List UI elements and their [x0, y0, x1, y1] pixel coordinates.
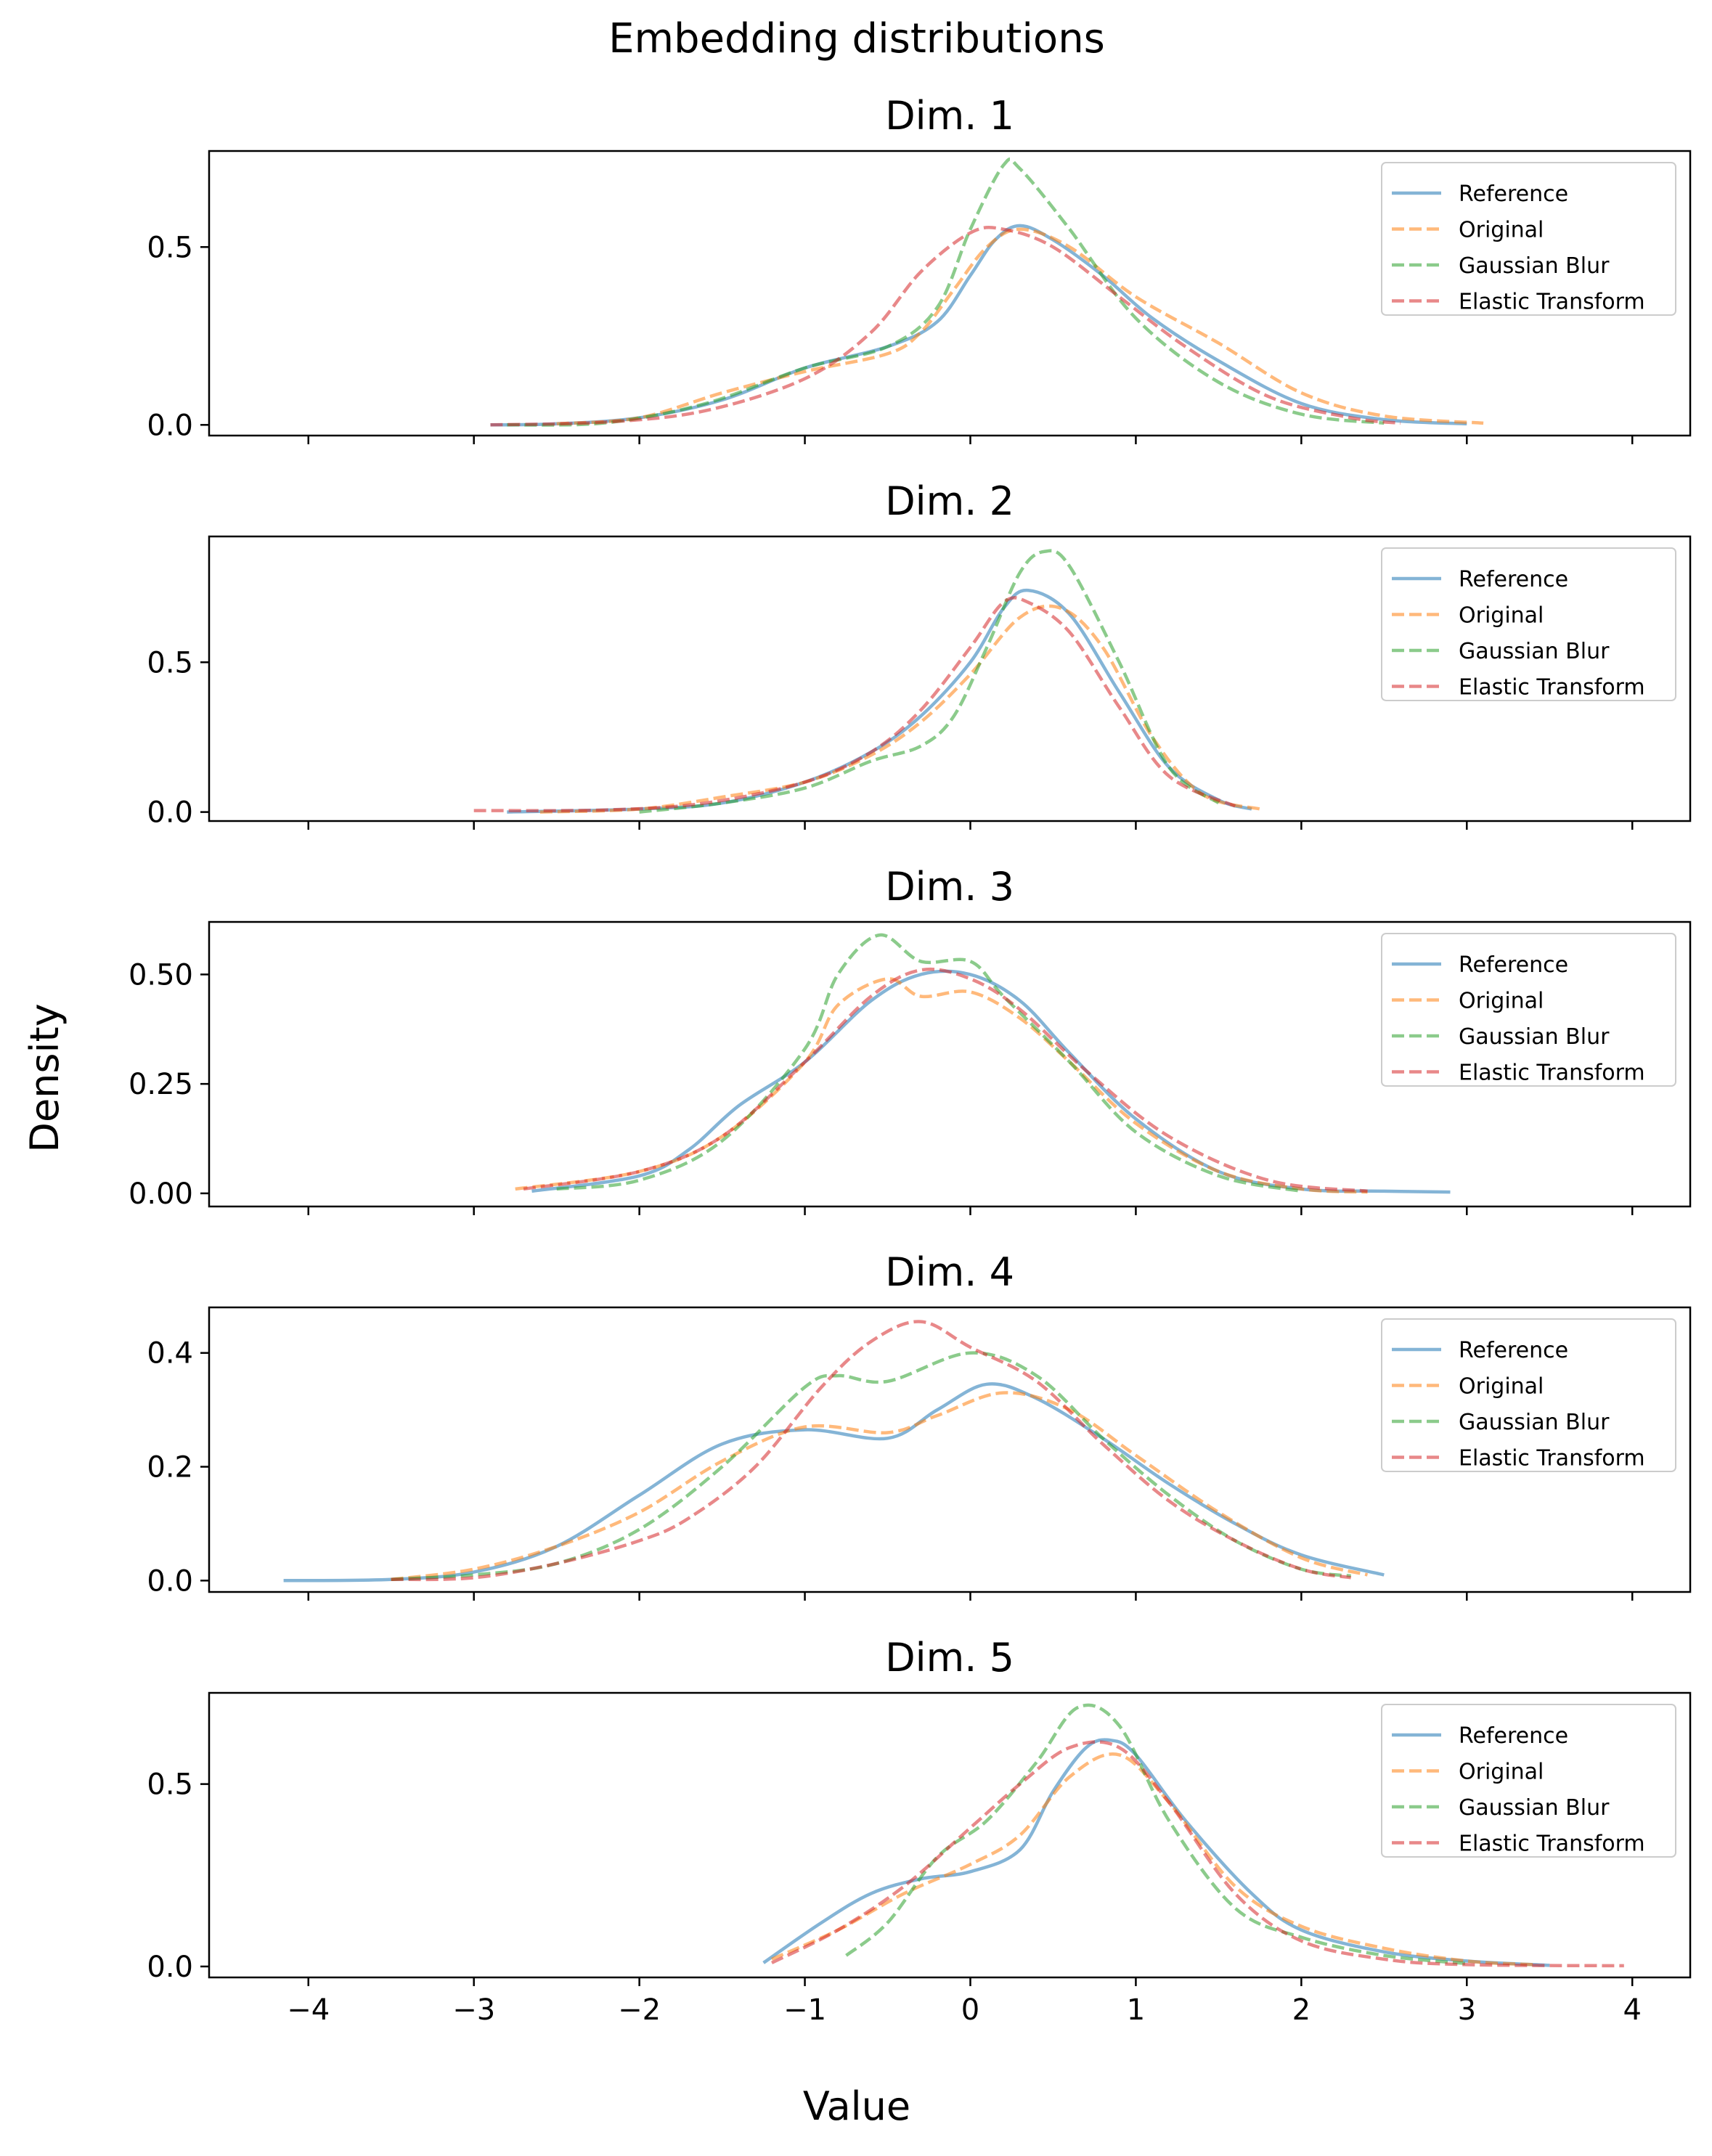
- legend-frame: [1381, 933, 1676, 1087]
- legend-label: Elastic Transform: [1459, 675, 1645, 701]
- axes-frame: [208, 535, 1692, 822]
- y-tick-label: 0.2: [147, 1451, 193, 1485]
- series-line-original: [771, 1752, 1533, 1967]
- axes-frame: [208, 920, 1692, 1208]
- panel-dim-1: Dim. 1 0.0 0.5 Reference Original Gaussian Bl…: [147, 93, 1692, 444]
- y-tick-label: 0.4: [147, 1337, 193, 1371]
- legend-label: Gaussian Blur: [1459, 1795, 1610, 1821]
- y-tick-label: 0.00: [129, 1177, 193, 1211]
- legend: Reference Original Gaussian Blur Elastic Tr…: [1381, 933, 1676, 1087]
- y-tick-label: 0.0: [147, 1564, 193, 1598]
- y-tick-label: 0.50: [129, 958, 193, 992]
- legend-label: Original: [1459, 603, 1544, 629]
- legend-label: Reference: [1459, 567, 1568, 592]
- panel-title: Dim. 3: [885, 864, 1014, 910]
- series-line-original: [539, 604, 1260, 814]
- x-tick-label: 4: [1623, 1993, 1641, 2027]
- panel-title: Dim. 2: [885, 478, 1014, 524]
- legend-label: Reference: [1459, 1723, 1568, 1749]
- y-tick-label: 0.5: [147, 231, 193, 264]
- series-line-reference: [762, 1738, 1550, 1967]
- legend: Reference Original Gaussian Blur Elastic Tr…: [1381, 1704, 1676, 1858]
- series-line-reference: [283, 1382, 1385, 1583]
- legend-label: Gaussian Blur: [1459, 253, 1610, 279]
- x-tick-label: 3: [1458, 1993, 1476, 2027]
- series-line-gaussian-blur: [391, 1351, 1351, 1582]
- panel-dim-4: Dim. 4 0.0 0.2 0.4 Reference Original Gaussian…: [147, 1249, 1692, 1601]
- x-tick-label: 2: [1292, 1993, 1311, 2027]
- legend-frame: [1381, 1318, 1676, 1472]
- series-lines: [283, 1320, 1385, 1583]
- legend-frame: [1381, 162, 1676, 316]
- series-line-gaussian-blur: [507, 157, 1385, 427]
- x-tick-label: −3: [452, 1993, 495, 2027]
- legend: Reference Original Gaussian Blur Elastic Tr…: [1381, 547, 1676, 701]
- panel-dim-5: Dim. 5 −4 −3 −2 −1 0 1 2 3 4 0.0 0.5 Reference Origin…: [147, 1635, 1692, 2027]
- series-line-gaussian-blur: [639, 549, 1220, 814]
- legend-label: Elastic Transform: [1459, 290, 1645, 315]
- panel-title: Dim. 5: [885, 1635, 1014, 1681]
- x-tick-label: −4: [287, 1993, 330, 2027]
- x-tick-label: 1: [1127, 1993, 1145, 2027]
- panel-dim-2: Dim. 2 0.0 0.5 Reference Original Gaussian Bl…: [147, 478, 1692, 830]
- series-line-original: [556, 227, 1484, 426]
- legend-label: Elastic Transform: [1459, 1832, 1645, 1857]
- series-line-elastic-transform: [391, 1320, 1352, 1582]
- legend-label: Original: [1459, 1760, 1544, 1785]
- series-line-elastic-transform: [771, 1740, 1624, 1968]
- x-tick-label: −2: [618, 1993, 661, 2027]
- series-line-elastic-transform: [473, 596, 1236, 812]
- y-tick-label: 0.5: [147, 646, 193, 679]
- y-tick-label: 0.0: [147, 1951, 193, 1984]
- legend-frame: [1381, 547, 1676, 701]
- legend-label: Original: [1459, 218, 1544, 243]
- panel-dim-3: Dim. 3 0.00 0.25 0.50 Reference Original Gauss…: [129, 864, 1692, 1215]
- series-lines: [515, 933, 1451, 1194]
- series-line-elastic-transform: [523, 967, 1368, 1193]
- legend-label: Elastic Transform: [1459, 1446, 1645, 1471]
- x-tick-label: −1: [783, 1993, 826, 2027]
- legend-label: Gaussian Blur: [1459, 1024, 1610, 1050]
- series-lines: [490, 157, 1484, 427]
- legend: Reference Original Gaussian Blur Elastic Tr…: [1381, 1318, 1676, 1472]
- x-axis-label: Value: [803, 2083, 910, 2129]
- legend-label: Elastic Transform: [1459, 1061, 1645, 1086]
- legend-label: Reference: [1459, 181, 1568, 207]
- series-line-gaussian-blur: [556, 933, 1302, 1193]
- series-line-elastic-transform: [490, 226, 1401, 427]
- legend-label: Gaussian Blur: [1459, 1410, 1610, 1435]
- legend: Reference Original Gaussian Blur Elastic Tr…: [1381, 162, 1676, 316]
- axes-frame: [208, 1691, 1692, 1979]
- legend-label: Reference: [1459, 1338, 1568, 1363]
- panel-title: Dim. 4: [885, 1249, 1014, 1295]
- series-line-original: [391, 1391, 1369, 1582]
- panels: Dim. 1 0.0 0.5 Reference Original Gaussian Bl…: [129, 93, 1692, 2027]
- series-lines: [473, 549, 1260, 814]
- axes-frame: [208, 150, 1692, 437]
- legend-label: Reference: [1459, 952, 1568, 978]
- x-tick-label: 0: [961, 1993, 979, 2027]
- series-lines: [762, 1703, 1624, 1968]
- legend-frame: [1381, 1704, 1676, 1858]
- legend-label: Original: [1459, 989, 1544, 1014]
- series-line-gaussian-blur: [845, 1703, 1467, 1966]
- y-axis-label: Density: [22, 1003, 68, 1152]
- panel-title: Dim. 1: [885, 93, 1014, 139]
- legend-label: Original: [1459, 1374, 1544, 1400]
- y-tick-label: 0.25: [129, 1068, 193, 1101]
- y-tick-label: 0.5: [147, 1768, 193, 1802]
- legend-label: Gaussian Blur: [1459, 639, 1610, 664]
- figure-title: Embedding distributions: [608, 15, 1105, 62]
- y-tick-label: 0.0: [147, 796, 193, 830]
- y-tick-label: 0.0: [147, 409, 193, 442]
- axes-frame: [208, 1306, 1692, 1593]
